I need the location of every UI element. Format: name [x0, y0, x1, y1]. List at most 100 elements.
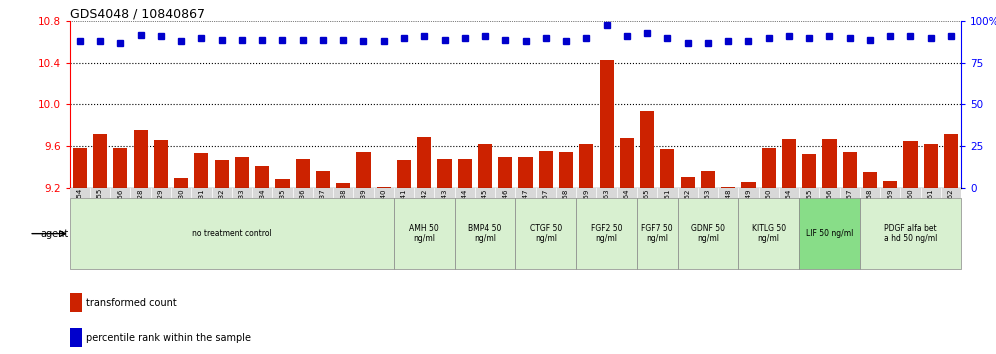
Bar: [883, 181, 897, 188]
Bar: [701, 171, 715, 188]
Text: GSM510041: GSM510041: [401, 188, 407, 231]
Text: FGF7 50
ng/ml: FGF7 50 ng/ml: [641, 224, 673, 243]
Text: GSM510051: GSM510051: [664, 188, 670, 231]
Text: GSM510042: GSM510042: [421, 188, 427, 230]
Text: GSM509256: GSM509256: [118, 188, 124, 230]
Bar: [762, 148, 776, 188]
Text: GSM510033: GSM510033: [239, 188, 245, 231]
Bar: [255, 166, 269, 188]
Bar: [376, 187, 390, 188]
Bar: [923, 144, 938, 188]
Text: FGF2 50
ng/ml: FGF2 50 ng/ml: [591, 224, 622, 243]
Text: GSM509258: GSM509258: [563, 188, 569, 230]
Text: GSM510058: GSM510058: [867, 188, 872, 231]
Text: GSM510048: GSM510048: [725, 188, 731, 231]
Text: GSM510039: GSM510039: [361, 188, 367, 231]
Bar: [93, 133, 108, 188]
Bar: [577, 198, 637, 269]
Bar: [677, 198, 738, 269]
Text: GSM510054: GSM510054: [786, 188, 792, 230]
Text: GSM510028: GSM510028: [137, 188, 143, 231]
Bar: [194, 153, 208, 188]
Bar: [637, 198, 677, 269]
Text: GSM510046: GSM510046: [502, 188, 508, 231]
Bar: [741, 182, 756, 188]
Text: GSM510047: GSM510047: [523, 188, 529, 231]
Bar: [478, 144, 492, 188]
Text: GSM510029: GSM510029: [158, 188, 164, 231]
Bar: [174, 178, 188, 188]
Text: GSM510062: GSM510062: [948, 188, 954, 231]
Bar: [417, 137, 431, 188]
Bar: [559, 152, 573, 188]
Text: GSM510040: GSM510040: [380, 188, 386, 231]
Bar: [802, 154, 817, 188]
Bar: [296, 159, 310, 188]
Bar: [660, 149, 674, 188]
Text: percentile rank within the sample: percentile rank within the sample: [87, 333, 251, 343]
Bar: [782, 139, 796, 188]
Text: GSM510061: GSM510061: [927, 188, 934, 231]
Text: GSM510035: GSM510035: [280, 188, 286, 231]
Text: GSM510063: GSM510063: [604, 188, 610, 231]
Text: KITLG 50
ng/ml: KITLG 50 ng/ml: [752, 224, 786, 243]
Bar: [397, 160, 411, 188]
Text: GSM509257: GSM509257: [543, 188, 549, 230]
Bar: [860, 198, 961, 269]
Bar: [70, 328, 82, 347]
Bar: [580, 144, 594, 188]
Bar: [133, 130, 147, 188]
Bar: [393, 198, 454, 269]
Text: GSM509254: GSM509254: [77, 188, 83, 230]
Text: GSM510050: GSM510050: [766, 188, 772, 231]
Bar: [73, 148, 87, 188]
Text: GSM510060: GSM510060: [907, 188, 913, 231]
Text: GSM509259: GSM509259: [584, 188, 590, 230]
Text: transformed count: transformed count: [87, 298, 177, 308]
Text: GSM510052: GSM510052: [684, 188, 690, 230]
Text: agent: agent: [41, 229, 69, 239]
Bar: [235, 158, 249, 188]
Bar: [600, 60, 614, 188]
Bar: [516, 198, 577, 269]
Bar: [114, 148, 127, 188]
Text: GSM510036: GSM510036: [300, 188, 306, 231]
Text: GSM510034: GSM510034: [259, 188, 265, 231]
Bar: [620, 138, 633, 188]
Bar: [539, 151, 553, 188]
Bar: [316, 171, 330, 188]
Bar: [153, 140, 168, 188]
Bar: [680, 177, 695, 188]
Text: BMP4 50
ng/ml: BMP4 50 ng/ml: [468, 224, 502, 243]
Text: AMH 50
ng/ml: AMH 50 ng/ml: [409, 224, 439, 243]
Bar: [214, 160, 229, 188]
Bar: [458, 159, 472, 188]
Bar: [519, 158, 533, 188]
Text: GSM510043: GSM510043: [441, 188, 447, 231]
Bar: [336, 183, 351, 188]
Text: GSM510053: GSM510053: [705, 188, 711, 231]
Text: GSM510045: GSM510045: [482, 188, 488, 230]
Text: GSM510049: GSM510049: [745, 188, 751, 231]
Bar: [738, 198, 799, 269]
Text: LIF 50 ng/ml: LIF 50 ng/ml: [806, 229, 854, 238]
Text: GSM510044: GSM510044: [462, 188, 468, 230]
Bar: [799, 198, 860, 269]
Text: GSM510055: GSM510055: [806, 188, 812, 230]
Text: GDS4048 / 10840867: GDS4048 / 10840867: [70, 7, 205, 20]
Bar: [437, 159, 451, 188]
Text: GSM510057: GSM510057: [847, 188, 853, 231]
Text: GSM510030: GSM510030: [178, 188, 184, 231]
Text: GSM510037: GSM510037: [320, 188, 326, 231]
Text: GSM510064: GSM510064: [623, 188, 629, 231]
Bar: [863, 172, 877, 188]
Text: GSM510032: GSM510032: [219, 188, 225, 231]
Text: GSM510056: GSM510056: [827, 188, 833, 231]
Text: CTGF 50
ng/ml: CTGF 50 ng/ml: [530, 224, 562, 243]
Text: GSM510065: GSM510065: [644, 188, 650, 231]
Bar: [944, 133, 958, 188]
Text: PDGF alfa bet
a hd 50 ng/ml: PDGF alfa bet a hd 50 ng/ml: [883, 224, 937, 243]
Text: GSM510059: GSM510059: [887, 188, 893, 231]
Bar: [498, 158, 512, 188]
Text: GSM510038: GSM510038: [341, 188, 347, 231]
